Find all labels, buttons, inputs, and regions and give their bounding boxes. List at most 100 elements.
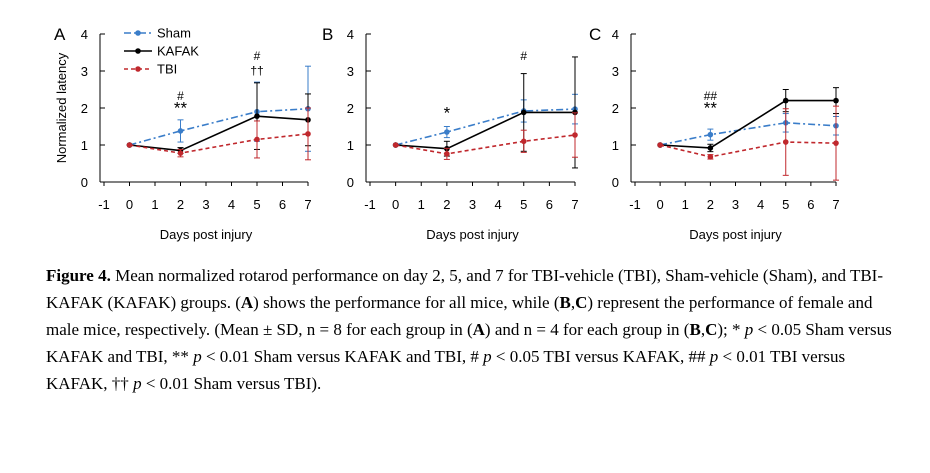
x-axis-label: Days post injury xyxy=(426,227,519,242)
legend-marker-kafak xyxy=(135,48,141,54)
data-point-tbi xyxy=(444,151,450,157)
y-axis-label: Normalized latency xyxy=(54,52,69,163)
x-tick-label: 5 xyxy=(520,197,527,212)
series-line-kafak xyxy=(129,115,309,152)
figure-caption: Figure 4. Mean normalized rotarod perfor… xyxy=(46,262,906,397)
data-point-tbi xyxy=(254,136,260,143)
y-tick-label: 1 xyxy=(347,138,354,153)
panel-letter: B xyxy=(322,25,333,44)
caption-text: , xyxy=(570,293,576,312)
caption-text: p xyxy=(709,347,719,366)
series-line-tbi xyxy=(659,141,837,158)
y-tick-label: 3 xyxy=(347,64,354,79)
series-line-sham xyxy=(395,108,576,146)
y-tick-label: 2 xyxy=(81,101,88,116)
x-tick-label: 0 xyxy=(392,197,399,212)
series-line-sham xyxy=(129,107,309,146)
significance-marker: # xyxy=(520,49,527,63)
caption-text: p xyxy=(133,374,142,393)
data-point-kafak xyxy=(833,97,839,104)
caption-text: Mean normalized rotarod performance on d… xyxy=(46,266,883,312)
series-kafak xyxy=(126,82,311,155)
caption-text: < 0.05 TBI versus KAFAK, ## xyxy=(491,347,710,366)
x-tick-label: 6 xyxy=(807,197,814,212)
x-tick-label: 2 xyxy=(177,197,184,212)
caption-label: Figure 4. xyxy=(46,266,111,285)
data-point-tbi xyxy=(572,132,578,138)
x-tick-label: 3 xyxy=(469,197,476,212)
panel-letter: A xyxy=(54,25,66,44)
series-line-kafak xyxy=(395,111,575,150)
series-line-sham xyxy=(659,121,837,146)
significance-marker: # xyxy=(177,89,184,103)
x-tick-label: 0 xyxy=(126,197,133,212)
data-point-tbi xyxy=(392,142,399,148)
y-tick-label: 0 xyxy=(612,175,619,190)
y-tick-label: 4 xyxy=(347,27,354,42)
x-tick-label: -1 xyxy=(364,197,376,212)
data-point-sham xyxy=(707,131,714,138)
series-sham xyxy=(126,65,311,152)
caption-text: B xyxy=(559,293,571,312)
legend-label-tbi: TBI xyxy=(157,62,177,77)
x-tick-label: -1 xyxy=(98,197,110,212)
x-tick-label: 2 xyxy=(707,197,714,212)
y-tick-label: 2 xyxy=(347,101,354,116)
legend-label-sham: Sham xyxy=(157,26,191,41)
caption-text: p xyxy=(483,347,492,366)
legend-label-kafak: KAFAK xyxy=(157,44,199,59)
caption-text: ) represent the performance of female an… xyxy=(46,293,873,339)
panel-letter: C xyxy=(589,25,601,44)
series-line-tbi xyxy=(129,133,309,154)
data-point-sham xyxy=(444,129,450,135)
x-tick-label: 0 xyxy=(657,197,664,212)
chart-panel-a: A 0 1 2 3 4 -1 0 1 2 3 4 5 6 7 Days post injury Normaliz… xyxy=(54,25,312,242)
x-tick-label: 5 xyxy=(253,197,260,212)
x-tick-label: 6 xyxy=(279,197,286,212)
x-tick-label: 6 xyxy=(546,197,553,212)
x-tick-label: 4 xyxy=(228,197,235,212)
data-point-tbi xyxy=(707,154,714,160)
x-tick-label: 1 xyxy=(151,197,158,212)
caption-text: < 0.01 TBI versus KAFAK, †† xyxy=(46,347,846,393)
caption-text: p xyxy=(744,320,754,339)
caption-text: B xyxy=(689,320,701,339)
legend-marker-tbi xyxy=(135,66,141,72)
x-tick-label: 3 xyxy=(732,197,739,212)
caption-text: < 0.01 Sham versus TBI). xyxy=(141,374,322,393)
caption-text: < 0.05 Sham versus KAFAK and TBI, ** xyxy=(46,320,892,366)
x-tick-label: -1 xyxy=(629,197,641,212)
x-tick-label: 7 xyxy=(832,197,839,212)
x-axis-label: Days post injury xyxy=(689,227,782,242)
caption-text: ) and n = 4 for each group in ( xyxy=(484,320,690,339)
chart-panel-c: C 0 1 2 3 4 -1 0 1 2 3 4 5 6 7 Days post injury ##** xyxy=(589,25,840,242)
series-tbi xyxy=(392,112,578,160)
series-kafak xyxy=(392,56,578,169)
chart-panel-b: B 0 1 2 3 4 -1 0 1 2 3 4 5 6 7 Days post injury * # xyxy=(322,25,579,242)
figure-4-charts: A 0 1 2 3 4 -1 0 1 2 3 4 5 6 7 Days post injury Normaliz… xyxy=(54,25,840,242)
x-tick-label: 7 xyxy=(571,197,578,212)
significance-marker: †† xyxy=(250,64,263,78)
y-tick-label: 0 xyxy=(81,175,88,190)
significance-marker: ** xyxy=(174,99,188,118)
y-tick-label: 2 xyxy=(612,101,619,116)
significance-marker: ** xyxy=(704,99,718,118)
data-point-kafak xyxy=(254,113,260,119)
data-point-kafak xyxy=(520,109,527,116)
data-point-tbi xyxy=(305,131,311,137)
y-tick-label: 4 xyxy=(81,27,88,42)
data-point-kafak xyxy=(782,97,789,104)
significance-marker: ## xyxy=(704,89,718,103)
caption-text: C xyxy=(705,320,718,339)
caption-text: ) shows the performance for all mice, wh… xyxy=(253,293,560,312)
caption-text: ); * xyxy=(717,320,745,339)
data-point-tbi xyxy=(126,142,133,148)
caption-text: p xyxy=(193,347,202,366)
data-point-tbi xyxy=(657,142,663,148)
series-tbi xyxy=(126,107,311,161)
caption-text: < 0.01 Sham versus KAFAK and TBI, # xyxy=(201,347,484,366)
x-tick-label: 4 xyxy=(757,197,764,212)
x-tick-label: 1 xyxy=(418,197,425,212)
significance-marker: # xyxy=(254,49,261,63)
y-tick-label: 0 xyxy=(347,175,354,190)
